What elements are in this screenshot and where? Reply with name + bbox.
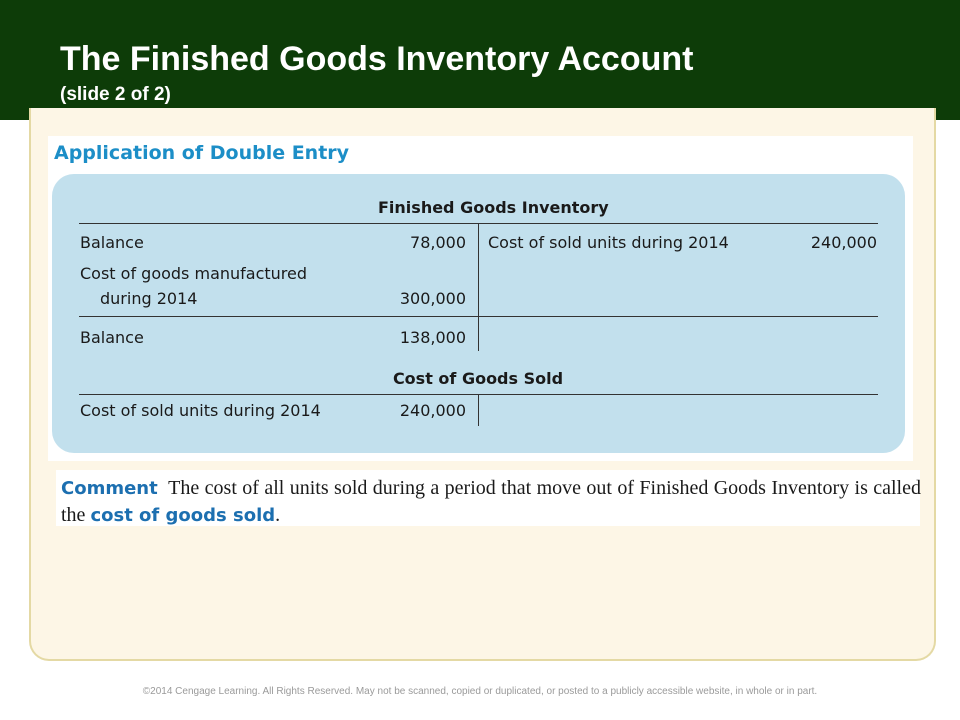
comment-body: The cost of all units sold during a peri… — [61, 477, 921, 526]
cogs-top-rule — [79, 394, 878, 395]
fgi-debit-label-2a: Cost of goods manufactured — [80, 264, 308, 283]
fgi-total-rule — [79, 316, 878, 317]
cogs-debit-label-1: Cost of sold units during 2014 — [80, 401, 321, 420]
comment-paragraph: Comment The cost of all units sold durin… — [61, 475, 921, 529]
fgi-balance-amount: 138,000 — [399, 328, 466, 347]
slide-subtitle: (slide 2 of 2) — [60, 84, 171, 105]
cogs-center-rule — [478, 395, 479, 426]
fgi-top-rule — [79, 223, 878, 224]
fgi-center-rule — [478, 224, 479, 351]
comment-panel — [56, 470, 920, 526]
cogs-debit-amount-1: 240,000 — [399, 401, 466, 420]
fgi-credit-amount-1: 240,000 — [810, 233, 877, 252]
section-title: Application of Double Entry — [54, 142, 350, 164]
slide-header: The Finished Goods Inventory Account (sl… — [0, 0, 960, 120]
fgi-credit-label-1: Cost of sold units during 2014 — [488, 233, 729, 252]
fgi-debit-label-1: Balance — [80, 233, 144, 252]
slide-title: The Finished Goods Inventory Account — [60, 40, 694, 78]
fgi-debit-label-2b: during 2014 — [100, 289, 198, 308]
fgi-debit-amount-1: 78,000 — [410, 233, 466, 252]
fgi-debit-amount-2: 300,000 — [399, 289, 466, 308]
comment-end: . — [275, 504, 281, 526]
comment-label: Comment — [61, 478, 158, 499]
fgi-account-title: Finished Goods Inventory — [378, 198, 609, 217]
copyright-footer: ©2014 Cengage Learning. All Rights Reser… — [142, 686, 818, 697]
comment-term: cost of goods sold — [90, 505, 276, 526]
cogs-account-title: Cost of Goods Sold — [392, 369, 564, 388]
fgi-balance-label: Balance — [80, 328, 144, 347]
